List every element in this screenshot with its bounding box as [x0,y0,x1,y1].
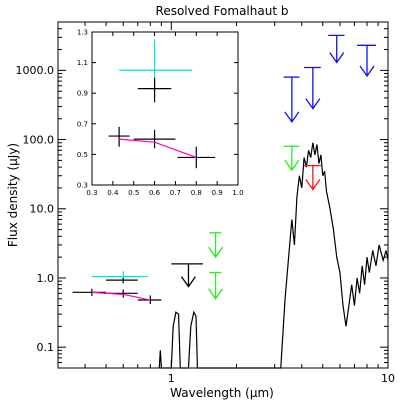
y-tick-label: 0.9 [77,90,88,98]
y-axis: 0.1 1.0 10.0 100.0 1000.0 [16,28,388,364]
upper-limit-arrowhead [208,246,224,259]
y-tick-label: 0.5 [77,151,88,159]
x-tick-label: 0.6 [149,189,161,197]
x-axis-label: Wavelength (μm) [170,386,274,400]
x-tick-label: 1 [168,372,175,385]
x-tick-label: 0.7 [170,189,181,197]
inset-data-marks [108,39,216,169]
upper-limit-arrowhead [180,276,196,288]
y-tick-label: 1.1 [77,59,88,67]
data-marks [72,34,376,305]
x-tick-label: 1.0 [232,189,243,197]
x-tick-label: 0.5 [128,189,139,197]
y-axis-label: Flux density (μJy) [6,143,20,247]
plot-frame [57,21,389,369]
model-line [119,138,197,159]
x-tick-label: 0.8 [191,189,202,197]
main-chart: Resolved Fomalhaut b 1 10 0.1 1.0 10.0 100.0… [6,4,395,400]
x-tick-label: 0.9 [212,189,223,197]
y-tick-label: 0.7 [77,120,88,128]
y-tick-label: 1.0 [37,272,55,285]
x-tick-label: 10 [381,372,395,385]
upper-limit-arrowhead [305,179,321,191]
x-tick-label: 0.4 [107,189,119,197]
spectrum-line [158,142,389,369]
inset-frame [91,31,239,186]
model-line [91,291,151,301]
x-axis: 1 10 [57,22,395,385]
spectrum-series [158,142,389,369]
chart-title: Resolved Fomalhaut b [156,4,289,18]
y-tick-label: 1.3 [77,28,88,36]
inset-x-axis: 0.3 0.4 0.5 0.6 0.7 0.8 0.9 1.0 [86,32,244,197]
y-tick-label: 1000.0 [16,64,55,77]
upper-limit-arrowhead [208,288,224,300]
y-tick-label: 0.3 [77,181,88,189]
y-tick-label: 10.0 [30,203,55,216]
upper-limit-arrowhead [359,65,375,78]
upper-limit-arrowhead [284,111,300,124]
upper-limit-arrowhead [305,98,321,110]
x-tick-label: 0.3 [86,189,97,197]
inset-chart: 0.3 0.4 0.5 0.6 0.7 0.8 0.9 1.0 0.3 0.5 0.7 0.9 1.1… [77,28,244,197]
upper-limit-arrowhead [329,52,345,64]
inset-y-axis: 0.3 0.5 0.7 0.9 1.1 1.3 [77,28,238,189]
upper-limit-arrowhead [284,159,300,172]
y-tick-label: 0.1 [37,341,55,354]
y-tick-label: 100.0 [23,133,55,146]
